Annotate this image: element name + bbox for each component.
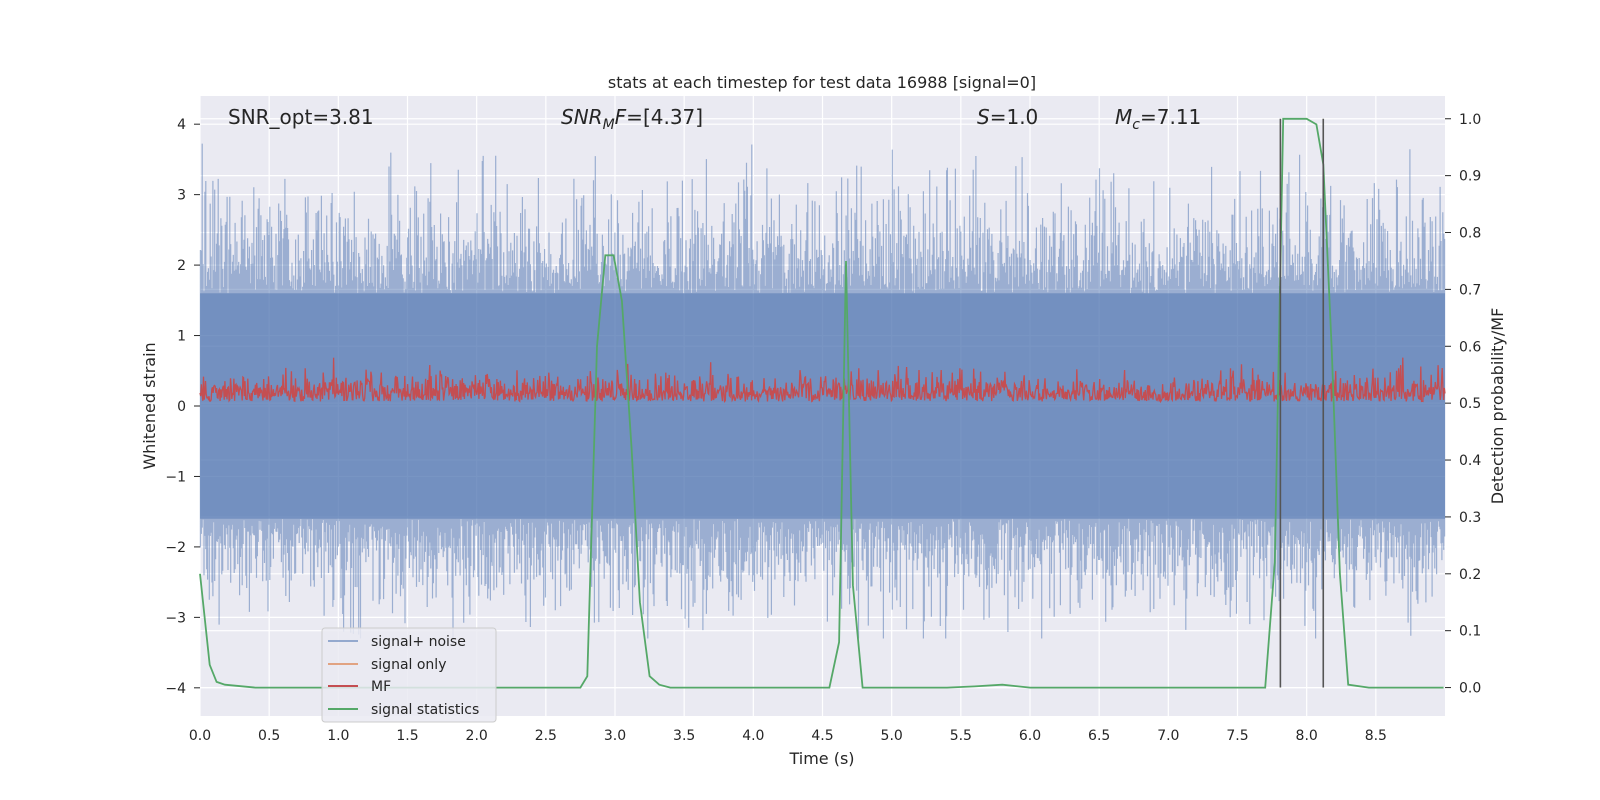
y-tick-label: −2 — [165, 540, 186, 556]
x-tick-label: 2.5 — [535, 728, 557, 744]
right-y-tick-label: 0.6 — [1459, 339, 1481, 355]
x-tick-label: 2.0 — [466, 728, 488, 744]
snr-opt-annotation: SNR_opt=3.81 — [228, 105, 374, 129]
x-tick-label: 1.0 — [327, 728, 349, 744]
x-tick-label: 8.0 — [1296, 728, 1318, 744]
s-value: 1.0 — [1006, 105, 1038, 129]
x-tick-label: 4.5 — [811, 728, 833, 744]
y-tick-label: −1 — [165, 469, 186, 485]
mc-value: 7.11 — [1157, 105, 1202, 129]
right-y-tick-labels: 1.0 0.9 0.8 0.7 0.6 0.5 0.4 0.3 0.2 0.1 0.0 — [1445, 112, 1481, 697]
snr-mf-value: [4.37] — [643, 105, 703, 129]
x-tick-label: 6.5 — [1088, 728, 1110, 744]
x-tick-label: 7.5 — [1226, 728, 1248, 744]
x-tick-labels: 0.0 0.5 1.0 1.5 2.0 2.5 3.0 3.5 4.0 4.5 5.0 5.5 6.0 6… — [189, 728, 1387, 744]
y-tick-label: 2 — [177, 258, 186, 274]
x-tick-label: 4.0 — [742, 728, 764, 744]
right-y-tick-label: 0.0 — [1459, 681, 1481, 697]
x-tick-label: 0.5 — [258, 728, 280, 744]
x-tick-label: 3.5 — [673, 728, 695, 744]
legend-box — [321, 627, 497, 723]
right-y-tick-label: 0.5 — [1459, 396, 1481, 412]
y-tick-label: 3 — [177, 188, 186, 204]
y-tick-label: 0 — [177, 399, 186, 415]
right-y-tick-label: 0.9 — [1459, 169, 1481, 185]
x-tick-label: 5.5 — [950, 728, 972, 744]
right-y-tick-label: 0.4 — [1459, 453, 1481, 469]
vertical-markers — [1279, 118, 1325, 688]
legend-label-noise: signal+ noise — [371, 634, 466, 650]
y-tick-label: −3 — [165, 610, 186, 626]
y-tick-labels: 4 3 2 1 0 −1 −2 −3 −4 — [165, 117, 200, 697]
legend: signal+ noise signal only MF signal stat… — [321, 627, 497, 723]
mc-annotation: Mc=7.11 — [1115, 105, 1201, 133]
y-axis-label: Whitened strain — [140, 342, 159, 469]
chart-title: stats at each timestep for test data 169… — [608, 73, 1036, 92]
legend-label-stats: signal statistics — [371, 702, 479, 718]
x-tick-label: 6.0 — [1019, 728, 1041, 744]
y-tick-label: −4 — [165, 681, 186, 697]
x-axis-label: Time (s) — [788, 749, 854, 768]
right-y-axis-label: Detection probability/MF — [1488, 308, 1507, 505]
s-annotation: S=1.0 — [977, 105, 1038, 129]
right-y-tick-label: 1.0 — [1459, 112, 1481, 128]
mf-series — [199, 357, 1446, 404]
legend-label-mf: MF — [371, 679, 391, 695]
x-tick-label: 8.5 — [1365, 728, 1387, 744]
x-tick-label: 5.0 — [881, 728, 903, 744]
statistics-series — [199, 117, 1444, 689]
mf-line — [199, 357, 1446, 404]
y-tick-label: 1 — [177, 329, 186, 345]
right-y-tick-label: 0.3 — [1459, 510, 1481, 526]
signal-statistics-line — [199, 117, 1444, 689]
x-tick-label: 1.5 — [396, 728, 418, 744]
right-y-tick-label: 0.2 — [1459, 567, 1481, 583]
x-tick-label: 7.0 — [1157, 728, 1179, 744]
x-tick-label: 3.0 — [604, 728, 626, 744]
legend-label-signal: signal only — [371, 657, 446, 673]
x-tick-label: 0.0 — [189, 728, 211, 744]
snr-mf-annotation: SNRMF=[4.37] — [561, 105, 703, 133]
right-y-tick-label: 0.7 — [1459, 282, 1481, 298]
y-tick-label: 4 — [177, 117, 186, 133]
right-y-tick-label: 0.1 — [1459, 624, 1481, 640]
right-y-tick-label: 0.8 — [1459, 226, 1481, 242]
